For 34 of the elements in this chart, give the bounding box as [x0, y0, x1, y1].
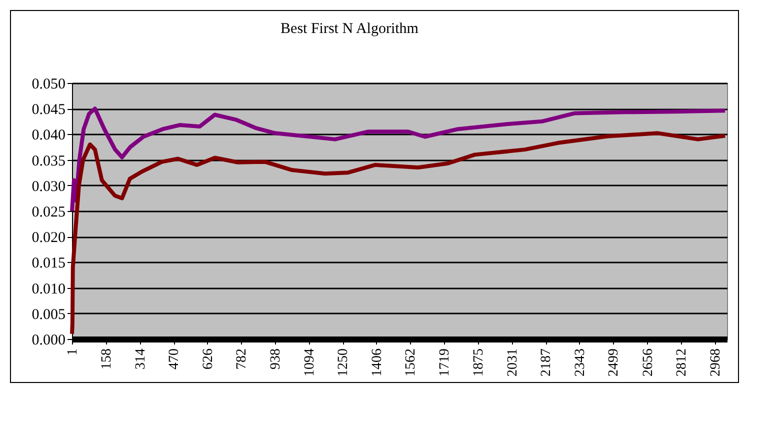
x-tick-label: 314 [133, 348, 148, 370]
x-tick-label: 2812 [674, 348, 690, 376]
x-tick-label: 1094 [302, 348, 318, 376]
x-tick-label: 1 [66, 348, 80, 356]
x-tick-label: 2656 [640, 348, 656, 376]
x-tick-label: 938 [268, 348, 284, 370]
y-tick-label: 0.005 [32, 306, 66, 323]
y-tick-label: 0.040 [32, 128, 66, 144]
x-tick-label: 158 [100, 348, 115, 370]
x-tick-label: 2187 [539, 348, 554, 376]
x-tick-label: 2968 [708, 348, 724, 376]
y-tick-label: 0.030 [32, 178, 66, 195]
x-tick-label: 470 [167, 348, 182, 370]
x-tick-label: 2343 [572, 348, 588, 376]
y-tick-label: 0.020 [32, 230, 66, 246]
x-tick-label: 626 [200, 348, 216, 370]
x-tick-label: 1562 [404, 348, 419, 376]
y-tick-label: 0.045 [32, 102, 66, 118]
x-tick-label: 782 [234, 348, 250, 370]
y-tick-label: 0.000 [32, 332, 66, 348]
y-tick-label: 0.025 [32, 204, 66, 220]
x-tick-label: 1406 [370, 348, 385, 376]
x-tick-label: 1875 [472, 348, 487, 376]
line-series [70, 106, 728, 213]
line-series [70, 131, 728, 336]
x-tick-label: 1250 [336, 348, 352, 376]
y-tick-label: 0.035 [32, 153, 66, 170]
chart-title: Best First N Algorithm [280, 21, 419, 37]
y-tick-label: 0.050 [32, 76, 66, 92]
x-tick-label: 2031 [505, 348, 520, 376]
x-tick-label: 1719 [438, 348, 453, 376]
y-tick-label: 0.010 [32, 281, 66, 298]
x-tick-label: 2499 [606, 348, 622, 376]
y-tick-label: 0.015 [32, 256, 66, 272]
